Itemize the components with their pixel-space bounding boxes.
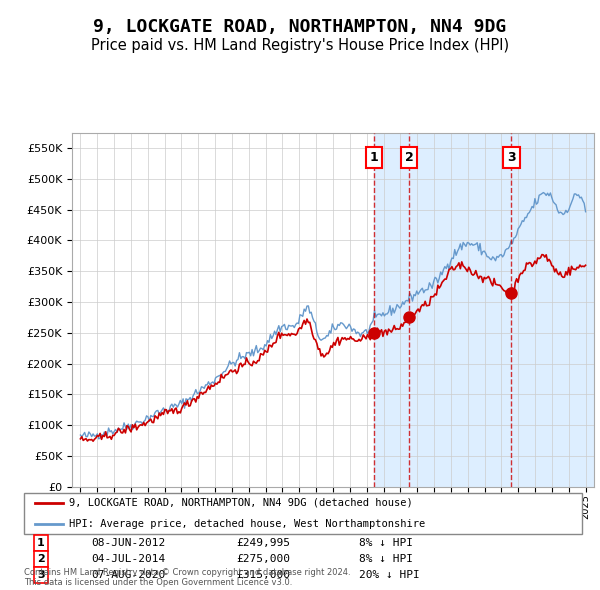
Text: 3: 3 bbox=[507, 151, 516, 164]
Text: £275,000: £275,000 bbox=[236, 554, 290, 564]
Text: Contains HM Land Registry data © Crown copyright and database right 2024.
This d: Contains HM Land Registry data © Crown c… bbox=[24, 568, 350, 587]
Text: 2: 2 bbox=[404, 151, 413, 164]
Text: 1: 1 bbox=[370, 151, 379, 164]
Text: 8% ↓ HPI: 8% ↓ HPI bbox=[359, 554, 413, 564]
Text: 8% ↓ HPI: 8% ↓ HPI bbox=[359, 538, 413, 548]
Text: 04-JUL-2014: 04-JUL-2014 bbox=[91, 554, 165, 564]
Text: 9, LOCKGATE ROAD, NORTHAMPTON, NN4 9DG: 9, LOCKGATE ROAD, NORTHAMPTON, NN4 9DG bbox=[94, 18, 506, 36]
Text: 3: 3 bbox=[37, 570, 44, 580]
Text: 08-JUN-2012: 08-JUN-2012 bbox=[91, 538, 165, 548]
FancyBboxPatch shape bbox=[24, 493, 582, 534]
Text: HPI: Average price, detached house, West Northamptonshire: HPI: Average price, detached house, West… bbox=[68, 519, 425, 529]
Text: £315,000: £315,000 bbox=[236, 570, 290, 580]
Text: 20% ↓ HPI: 20% ↓ HPI bbox=[359, 570, 419, 580]
Text: 07-AUG-2020: 07-AUG-2020 bbox=[91, 570, 165, 580]
Text: £249,995: £249,995 bbox=[236, 538, 290, 548]
Text: 2: 2 bbox=[37, 554, 44, 564]
Text: 1: 1 bbox=[37, 538, 44, 548]
Text: 9, LOCKGATE ROAD, NORTHAMPTON, NN4 9DG (detached house): 9, LOCKGATE ROAD, NORTHAMPTON, NN4 9DG (… bbox=[68, 498, 412, 508]
Text: Price paid vs. HM Land Registry's House Price Index (HPI): Price paid vs. HM Land Registry's House … bbox=[91, 38, 509, 53]
Bar bbox=[374, 133, 594, 487]
